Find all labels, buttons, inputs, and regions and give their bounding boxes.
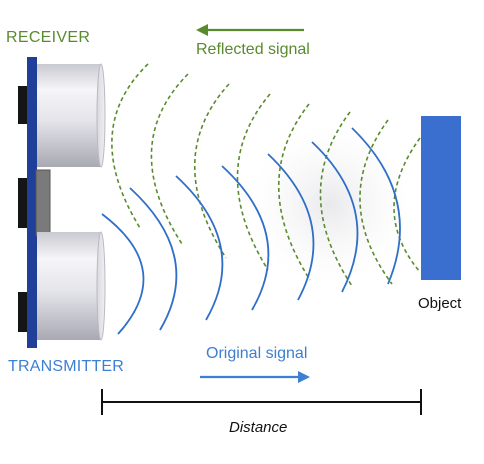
reflected-wave xyxy=(150,73,189,245)
original-waves xyxy=(101,127,401,335)
original-wave xyxy=(221,165,270,311)
original-wave xyxy=(351,127,401,285)
original-signal-label: Original signal xyxy=(206,345,308,362)
transmitter-transducer xyxy=(37,232,101,340)
receiver-face xyxy=(96,63,106,168)
original-wave xyxy=(311,141,359,293)
original-wave xyxy=(101,213,145,335)
crystal-oscillator xyxy=(35,169,51,237)
distance-dimension xyxy=(101,389,422,415)
receiver-label: RECEIVER xyxy=(6,29,91,46)
pin-top xyxy=(18,86,28,124)
original-wave xyxy=(267,153,315,301)
original-wave xyxy=(175,175,224,321)
object-block xyxy=(421,116,461,280)
reflected-signal-label: Reflected signal xyxy=(196,41,310,58)
distance-label: Distance xyxy=(229,419,288,436)
pin-middle xyxy=(18,178,28,228)
object-label: Object xyxy=(418,295,462,312)
ultrasonic-sensor xyxy=(18,57,106,348)
reflected-wave xyxy=(111,63,149,229)
reflected-wave xyxy=(236,93,271,271)
reflected-waves xyxy=(111,63,421,287)
transmitter-label: TRANSMITTER xyxy=(8,358,124,375)
reflected-wave xyxy=(359,119,393,285)
receiver-transducer xyxy=(37,64,101,167)
pin-bottom xyxy=(18,292,28,332)
wave-field-shading xyxy=(250,125,410,285)
original-arrow xyxy=(200,371,310,383)
original-wave xyxy=(129,187,178,331)
reflected-arrow xyxy=(196,24,304,36)
reflected-wave xyxy=(278,103,311,281)
reflected-wave xyxy=(193,83,230,259)
sensor-board xyxy=(27,57,37,348)
transmitter-face xyxy=(96,231,106,341)
reflected-wave xyxy=(319,111,353,287)
reflected-wave xyxy=(393,137,421,273)
